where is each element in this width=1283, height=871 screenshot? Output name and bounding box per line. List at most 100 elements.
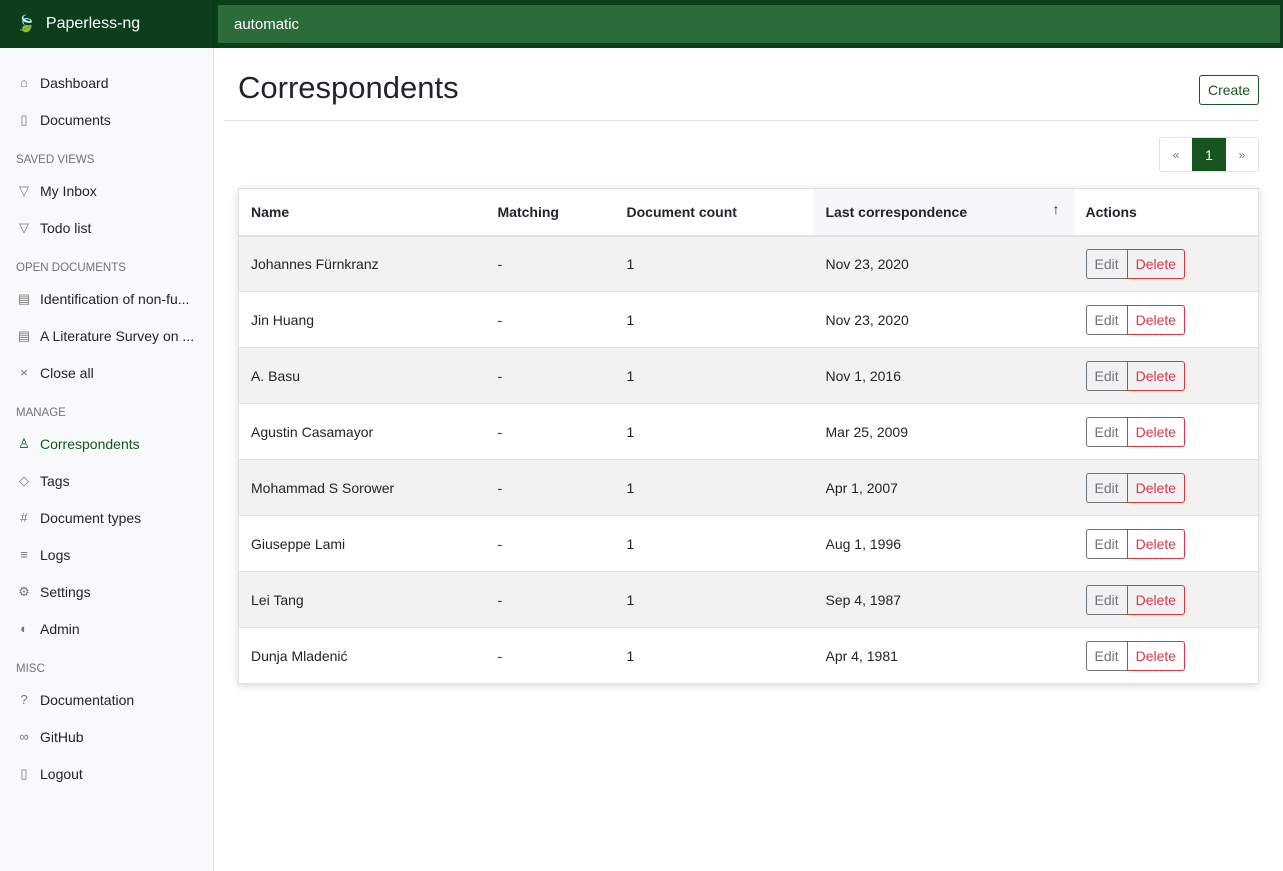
actions-cell: Edit Delete [1073,515,1259,572]
sidebar-item-tags[interactable]: ◇ Tags [0,462,213,499]
sidebar-item-close-all[interactable]: × Close all [0,354,213,391]
table-row: Jin Huang -1 Nov 23, 2020 Edit Delete [238,291,1259,348]
divider [224,120,1259,121]
house-icon: ⌂ [20,75,28,90]
document-count-cell: 1 [614,459,814,516]
sidebar-item-document-types[interactable]: # Document types [0,499,213,536]
sidebar-item-my-inbox[interactable]: ▽ My Inbox [0,172,213,209]
toggles-icon: ◐ [20,621,28,636]
sidebar-section-title: Manage [16,407,66,419]
sidebar-item-admin[interactable]: ◐ Admin [0,610,213,647]
delete-button[interactable]: Delete [1126,472,1186,503]
sidebar-section-title: Misc [16,663,45,675]
edit-button[interactable]: Edit [1085,640,1128,671]
name-cell: Johannes Fürnkranz [238,235,486,292]
name-cell: Dunja Mladenić [238,627,486,684]
sidebar-item-label: Correspondents [40,435,140,452]
next-page-button[interactable]: » [1238,147,1246,162]
delete-button[interactable]: Delete [1126,248,1186,279]
create-button[interactable]: Create [1198,75,1259,105]
sidebar-item-label: Dashboard [40,74,109,91]
sidebar-item-label: Document types [40,509,142,526]
actions-cell: Edit Delete [1073,235,1259,292]
actions-cell: Edit Delete [1073,347,1259,404]
last-correspondence-cell: Nov 1, 2016 [813,347,1074,404]
table-row: Agustin Casamayor -1 Mar 25, 2009 Edit Delet… [238,403,1259,460]
header-matching[interactable]: Matching [485,188,615,237]
delete-button[interactable]: Delete [1126,640,1186,671]
actions-cell: Edit Delete [1073,571,1259,628]
sidebar-item-label: Todo list [40,219,92,236]
sidebar-item-correspondents[interactable]: ♙ Correspondents [0,425,213,462]
actions-cell: Edit Delete [1073,627,1259,684]
matching-cell: - [485,347,615,404]
door-icon: ▯ [20,765,28,781]
document-count-cell: 1 [614,347,814,404]
edit-button[interactable]: Edit [1085,248,1128,279]
sidebar-item-github[interactable]: ∞ GitHub [0,718,213,755]
person-icon: ♙ [18,435,30,451]
gear-icon: ⚙ [18,583,30,599]
document-count-cell: 1 [614,235,814,292]
sidebar-item-documentation[interactable]: ? Documentation [0,681,213,718]
matching-cell: - [485,403,615,460]
app-name: Paperless-ng [45,15,141,32]
name-cell: Mohammad S Sorower [238,459,486,516]
sidebar-item-todo-list[interactable]: ▽ Todo list [0,209,213,246]
document-count-cell: 1 [614,403,814,460]
sidebar-item-logout[interactable]: ▯ Logout [0,755,213,792]
pagination: « 1 » [1159,137,1259,172]
sidebar-item-identification-of-non-fu[interactable]: ▤ Identification of non-fu... [0,280,213,317]
edit-button[interactable]: Edit [1085,584,1128,615]
header-label: Last correspondence [825,203,968,220]
tags-icon: ◇ [19,472,29,488]
last-correspondence-cell: Apr 4, 1981 [813,627,1074,684]
sidebar-item-label: Tags [40,472,70,489]
edit-button[interactable]: Edit [1085,360,1128,391]
sidebar-item-label: Identification of non-fu... [40,290,190,307]
edit-button[interactable]: Edit [1085,304,1128,335]
sort-arrow-up-icon: ↑ [1052,201,1060,217]
delete-button[interactable]: Delete [1126,528,1186,559]
search-input[interactable] [218,5,1280,43]
actions-cell: Edit Delete [1073,459,1259,516]
header-name[interactable]: Name [238,188,486,237]
name-cell: Jin Huang [238,291,486,348]
name-cell: Lei Tang [238,571,486,628]
top-navbar: 🍃 Paperless-ng [0,0,1283,48]
matching-cell: - [485,515,615,572]
table-row: Mohammad S Sorower -1 Apr 1, 2007 Edit Delet… [238,459,1259,516]
edit-button[interactable]: Edit [1085,416,1128,447]
funnel-icon: ▽ [19,219,29,235]
brand[interactable]: 🍃 Paperless-ng [0,0,214,48]
sidebar-item-logs[interactable]: ≡ Logs [0,536,213,573]
sidebar-item-label: Close all [40,364,94,381]
delete-button[interactable]: Delete [1126,416,1186,447]
edit-button[interactable]: Edit [1085,528,1128,559]
last-correspondence-cell: Sep 4, 1987 [813,571,1074,628]
sidebar-item-label: Logout [40,765,83,782]
last-correspondence-cell: Nov 23, 2020 [813,235,1074,292]
page-1-button[interactable]: 1 [1192,138,1226,171]
delete-button[interactable]: Delete [1126,360,1186,391]
sidebar: ⌂ Dashboard ▯ Documents Saved views ▽ My Inbox… [0,48,214,871]
delete-button[interactable]: Delete [1126,304,1186,335]
matching-cell: - [485,627,615,684]
actions-cell: Edit Delete [1073,403,1259,460]
table-row: Johannes Fürnkranz -1 Nov 23, 2020 Edit Dele… [238,235,1259,292]
header-last-correspondence[interactable]: Last correspondence ↑ [813,188,1074,237]
prev-page-button[interactable]: « [1172,147,1180,162]
delete-button[interactable]: Delete [1126,584,1186,615]
sidebar-item-a-literature-survey-on[interactable]: ▤ A Literature Survey on ... [0,317,213,354]
sidebar-item-dashboard[interactable]: ⌂ Dashboard [0,64,213,101]
hash-icon: # [20,510,28,525]
edit-button[interactable]: Edit [1085,472,1128,503]
link-icon: ∞ [19,729,29,744]
correspondents-table: Name Matching Document count Last corres… [238,188,1259,684]
sidebar-item-documents[interactable]: ▯ Documents [0,101,213,138]
document-count-cell: 1 [614,627,814,684]
sidebar-item-settings[interactable]: ⚙ Settings [0,573,213,610]
sidebar-item-label: Logs [40,546,71,563]
name-cell: A. Basu [238,347,486,404]
header-document-count[interactable]: Document count [614,188,814,237]
